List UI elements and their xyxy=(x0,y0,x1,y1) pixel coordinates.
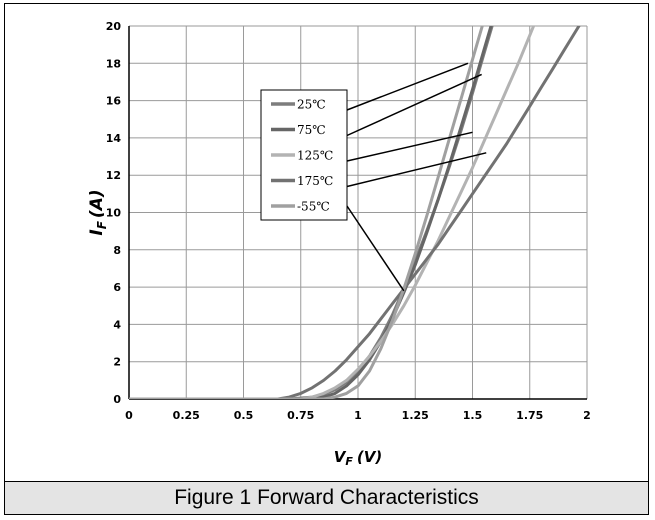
plot-area: 0 0.25 0.5 0.75 1 1.25 1.5 1.75 2 0 2 4 6 8 10 12 14 16 1… xyxy=(5,4,650,482)
y-tick-label: 2 xyxy=(113,356,121,369)
y-axis-label-unit: (A) xyxy=(87,189,107,218)
y-tick-label: 18 xyxy=(106,57,121,70)
y-tick-label: 12 xyxy=(106,169,121,182)
y-tick-label: 16 xyxy=(106,95,122,108)
x-axis-label-unit: (V) xyxy=(357,448,382,466)
legend-leader-line xyxy=(346,73,482,137)
legend-label: 75℃ xyxy=(297,123,326,137)
legend-label: 175℃ xyxy=(297,174,333,188)
y-axis-label-sub: F xyxy=(95,220,109,229)
x-tick-label: 0.5 xyxy=(234,409,254,422)
legend-leader-line xyxy=(346,62,469,111)
legend-label: 125℃ xyxy=(297,149,333,163)
forward-characteristics-chart: 0 0.25 0.5 0.75 1 1.25 1.5 1.75 2 0 2 4 6 8 10 12 14 16 1… xyxy=(87,20,591,468)
y-tick-label: 14 xyxy=(106,132,122,145)
x-tick-label: 1.5 xyxy=(463,409,483,422)
x-tick-label: 0 xyxy=(125,409,133,422)
x-axis-label-sub: F xyxy=(345,455,353,468)
x-axis-label-main: V xyxy=(334,448,347,466)
legend-label: -55℃ xyxy=(297,200,330,214)
y-axis-label-main: I xyxy=(87,229,107,235)
x-tick-label: 2 xyxy=(583,409,591,422)
y-tick-label: 8 xyxy=(113,244,121,257)
x-tick-label: 1 xyxy=(354,409,362,422)
grid xyxy=(129,25,588,399)
series-line-4 xyxy=(129,26,484,399)
x-tick-labels: 0 0.25 0.5 0.75 1 1.25 1.5 1.75 2 xyxy=(125,409,591,422)
legend-leader-line xyxy=(346,152,487,188)
y-tick-label: 0 xyxy=(113,393,121,406)
y-tick-label: 10 xyxy=(106,207,122,220)
y-tick-label: 6 xyxy=(113,281,121,294)
x-tick-label: 0.25 xyxy=(173,409,200,422)
legend-leader-line xyxy=(346,131,473,162)
y-tick-labels: 0 2 4 6 8 10 12 14 16 18 20 xyxy=(106,20,122,406)
x-tick-label: 1.25 xyxy=(402,409,429,422)
x-tick-label: 0.75 xyxy=(287,409,314,422)
series-line-3 xyxy=(129,26,581,399)
x-axis-label: VF (V) xyxy=(334,448,382,468)
legend-leader-line xyxy=(346,205,405,292)
figure-frame: 0 0.25 0.5 0.75 1 1.25 1.5 1.75 2 0 2 4 6 8 10 12 14 16 1… xyxy=(4,3,649,515)
legend: 25℃ 75℃ 125℃ 175℃ -55℃ xyxy=(260,62,487,292)
axis-labels: IF(A) VF (V) xyxy=(87,189,382,468)
y-tick-label: 4 xyxy=(113,318,121,331)
legend-label: 25℃ xyxy=(297,98,326,112)
y-tick-label: 20 xyxy=(106,20,122,33)
figure-caption: Figure 1 Forward Characteristics xyxy=(5,481,648,514)
series-line-2 xyxy=(129,26,536,399)
x-tick-label: 1.75 xyxy=(516,409,543,422)
series-lines xyxy=(129,26,581,399)
y-axis-label: IF (A) xyxy=(87,189,109,235)
